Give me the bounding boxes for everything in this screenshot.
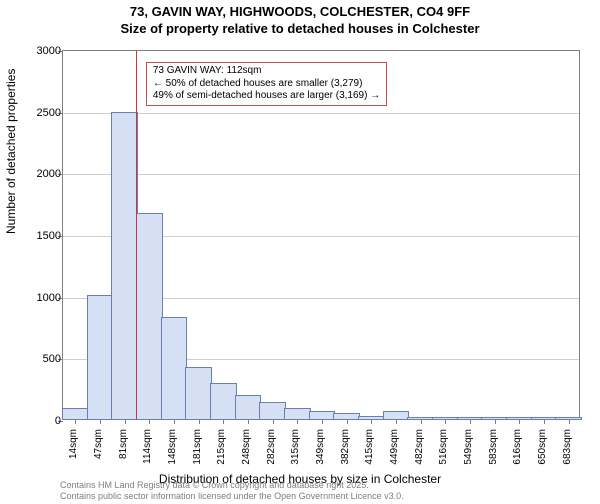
- histogram-bar: [63, 409, 88, 419]
- xtick-mark: [445, 419, 446, 424]
- xtick-mark: [569, 419, 570, 424]
- footnote: Contains HM Land Registry data © Crown c…: [60, 480, 404, 502]
- chart-area: 05001000150020002500300014sqm47sqm81sqm1…: [62, 50, 580, 420]
- xtick-label: 683sqm: [562, 429, 573, 465]
- xtick-mark: [470, 419, 471, 424]
- histogram-bar: [112, 113, 137, 419]
- xtick-label: 549sqm: [463, 429, 474, 465]
- xtick-label: 349sqm: [315, 429, 326, 465]
- xtick-mark: [519, 419, 520, 424]
- plot-area: 05001000150020002500300014sqm47sqm81sqm1…: [62, 50, 580, 420]
- annotation-box: 73 GAVIN WAY: 112sqm← 50% of detached ho…: [146, 62, 387, 106]
- gridline: [63, 174, 579, 175]
- xtick-label: 14sqm: [68, 429, 79, 459]
- xtick-mark: [100, 419, 101, 424]
- footnote-line2: Contains public sector information licen…: [60, 491, 404, 502]
- histogram-bar: [260, 403, 285, 419]
- xtick-label: 181sqm: [192, 429, 203, 465]
- xtick-label: 81sqm: [118, 429, 129, 459]
- ytick-label: 1000: [27, 292, 61, 304]
- annotation-title: 73 GAVIN WAY: 112sqm: [153, 65, 380, 78]
- gridline: [63, 113, 579, 114]
- xtick-mark: [371, 419, 372, 424]
- xtick-label: 616sqm: [512, 429, 523, 465]
- xtick-mark: [75, 419, 76, 424]
- xtick-label: 148sqm: [167, 429, 178, 465]
- xtick-mark: [297, 419, 298, 424]
- histogram-bar: [310, 412, 335, 419]
- xtick-mark: [495, 419, 496, 424]
- histogram-bar: [186, 368, 211, 419]
- histogram-bar: [137, 214, 162, 419]
- histogram-bar: [211, 384, 236, 419]
- xtick-label: 415sqm: [364, 429, 375, 465]
- ytick-label: 1500: [27, 230, 61, 242]
- histogram-bar: [236, 396, 261, 419]
- xtick-label: 382sqm: [340, 429, 351, 465]
- xtick-label: 482sqm: [414, 429, 425, 465]
- ytick-label: 3000: [27, 45, 61, 57]
- y-axis-label: Number of detached properties: [4, 69, 18, 234]
- xtick-mark: [544, 419, 545, 424]
- xtick-mark: [199, 419, 200, 424]
- histogram-bar: [88, 296, 113, 419]
- ytick-label: 2000: [27, 168, 61, 180]
- page-title-line1: 73, GAVIN WAY, HIGHWOODS, COLCHESTER, CO…: [0, 4, 600, 19]
- xtick-label: 315sqm: [290, 429, 301, 465]
- xtick-mark: [347, 419, 348, 424]
- xtick-label: 114sqm: [142, 429, 153, 464]
- annotation-line2: 49% of semi-detached houses are larger (…: [153, 90, 380, 103]
- annotation-line1: ← 50% of detached houses are smaller (3,…: [153, 78, 380, 91]
- xtick-label: 282sqm: [266, 429, 277, 465]
- ytick-label: 0: [27, 415, 61, 427]
- xtick-label: 583sqm: [488, 429, 499, 465]
- xtick-label: 215sqm: [216, 429, 227, 465]
- page-title-line2: Size of property relative to detached ho…: [0, 21, 600, 36]
- xtick-mark: [248, 419, 249, 424]
- xtick-mark: [149, 419, 150, 424]
- xtick-label: 650sqm: [537, 429, 548, 465]
- histogram-bar: [285, 409, 310, 419]
- ytick-label: 2500: [27, 107, 61, 119]
- xtick-mark: [223, 419, 224, 424]
- property-marker-line: [136, 51, 137, 419]
- histogram-bar: [384, 412, 409, 419]
- xtick-mark: [125, 419, 126, 424]
- histogram-bar: [162, 318, 187, 419]
- xtick-mark: [322, 419, 323, 424]
- xtick-label: 516sqm: [438, 429, 449, 465]
- xtick-label: 47sqm: [93, 429, 104, 459]
- xtick-label: 248sqm: [241, 429, 252, 465]
- xtick-mark: [273, 419, 274, 424]
- xtick-label: 449sqm: [389, 429, 400, 465]
- xtick-mark: [396, 419, 397, 424]
- footnote-line1: Contains HM Land Registry data © Crown c…: [60, 480, 404, 491]
- xtick-mark: [421, 419, 422, 424]
- ytick-label: 500: [27, 353, 61, 365]
- xtick-mark: [174, 419, 175, 424]
